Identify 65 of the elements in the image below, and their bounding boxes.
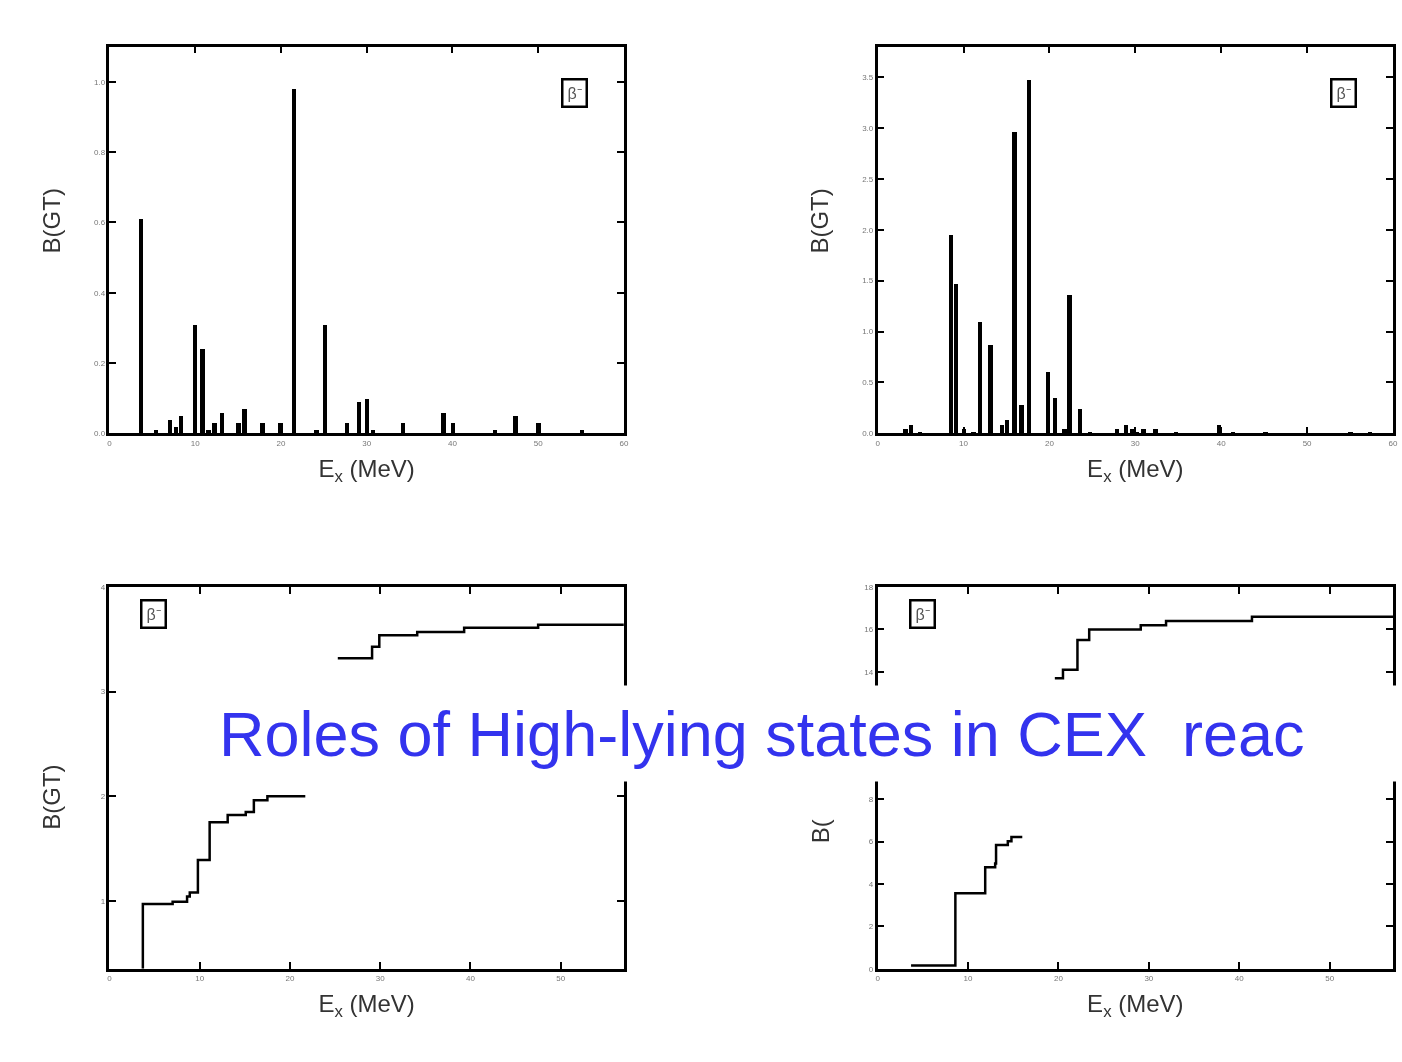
y-tick-label: 4 <box>100 582 106 592</box>
y-tick-label: 0.0 <box>862 429 874 439</box>
annotation: β⁻ <box>1336 84 1351 102</box>
x-tick-label: 20 <box>285 974 295 984</box>
x-tick-label: 30 <box>1130 438 1141 448</box>
x-axis-title: E$_{x}$ (MeV) <box>318 454 415 487</box>
y-tick-label: 2 <box>100 791 106 801</box>
x-tick-label: 10 <box>195 974 205 984</box>
y-tick-label: 1.5 <box>862 276 874 286</box>
x-tick-label: 40 <box>447 438 458 448</box>
y-tick-label: 16 <box>864 625 874 635</box>
y-tick-label: 0.8 <box>93 147 106 157</box>
y-tick-label: 14 <box>864 667 874 677</box>
x-tick-label: 30 <box>1144 974 1154 984</box>
x-tick-label: 20 <box>1054 974 1064 984</box>
y-tick-label: 1.0 <box>93 77 106 87</box>
y-tick-label: 2.5 <box>862 174 874 184</box>
x-tick-label: 50 <box>533 438 544 448</box>
x-tick-label: 0 <box>875 438 881 448</box>
x-tick-label: 40 <box>1216 438 1227 448</box>
x-axis-title: E$_{x}$ (MeV) <box>1087 990 1184 1022</box>
annotation: β⁻ <box>567 84 582 102</box>
x-tick-label: 20 <box>276 438 286 448</box>
y-tick-label: 1 <box>100 896 106 906</box>
y-axis-title: B(GT) <box>806 188 834 254</box>
x-tick-label: 30 <box>362 438 372 448</box>
x-axis-title: E$_{x}$ (MeV) <box>318 990 415 1022</box>
x-tick-label: 60 <box>619 438 629 448</box>
x-tick-label: 0 <box>107 438 113 448</box>
y-axis-title: B(GT) <box>37 764 65 830</box>
y-tick-label: 0.2 <box>93 358 106 368</box>
y-tick-label: 0.6 <box>93 218 106 228</box>
y-tick-label: 4 <box>868 879 874 889</box>
y-tick-label: 0 <box>868 964 874 974</box>
x-tick-label: 40 <box>466 974 476 984</box>
y-tick-label: 3.0 <box>862 123 874 133</box>
y-axis-title: B(GT) <box>38 188 66 254</box>
y-tick-label: 0.5 <box>862 378 874 388</box>
x-tick-label: 50 <box>556 974 566 984</box>
annotation: β⁻ <box>915 605 930 623</box>
x-tick-label: 10 <box>190 438 201 448</box>
x-tick-label: 60 <box>1388 438 1399 448</box>
x-tick-label: 10 <box>963 974 974 984</box>
x-tick-label: 10 <box>959 438 969 448</box>
y-tick-label: 8 <box>868 794 874 804</box>
y-tick-label: 18 <box>864 582 874 592</box>
y-axis-title: B( <box>806 819 834 844</box>
y-tick-label: 0.0 <box>93 429 106 439</box>
y-tick-label: 3.5 <box>862 72 874 82</box>
y-tick-label: 1.0 <box>862 327 874 337</box>
x-tick-label: 0 <box>107 974 113 984</box>
x-tick-label: 20 <box>1044 438 1055 448</box>
annotation: Roles of High-lying states in CEX reac <box>219 698 1305 769</box>
x-tick-label: 50 <box>1325 974 1335 984</box>
x-tick-label: 0 <box>875 974 881 984</box>
y-tick-label: 2.0 <box>862 225 874 235</box>
x-tick-label: 40 <box>1234 974 1245 984</box>
y-tick-label: 2 <box>868 922 874 932</box>
x-tick-label: 50 <box>1302 438 1313 448</box>
annotation: β⁻ <box>146 605 161 623</box>
y-tick-label: 0.4 <box>93 288 106 298</box>
x-tick-label: 30 <box>375 974 386 984</box>
y-tick-label: 3 <box>100 687 106 697</box>
y-tick-label: 6 <box>868 837 874 847</box>
x-axis-title: E$_{x}$ (MeV) <box>1087 454 1184 487</box>
